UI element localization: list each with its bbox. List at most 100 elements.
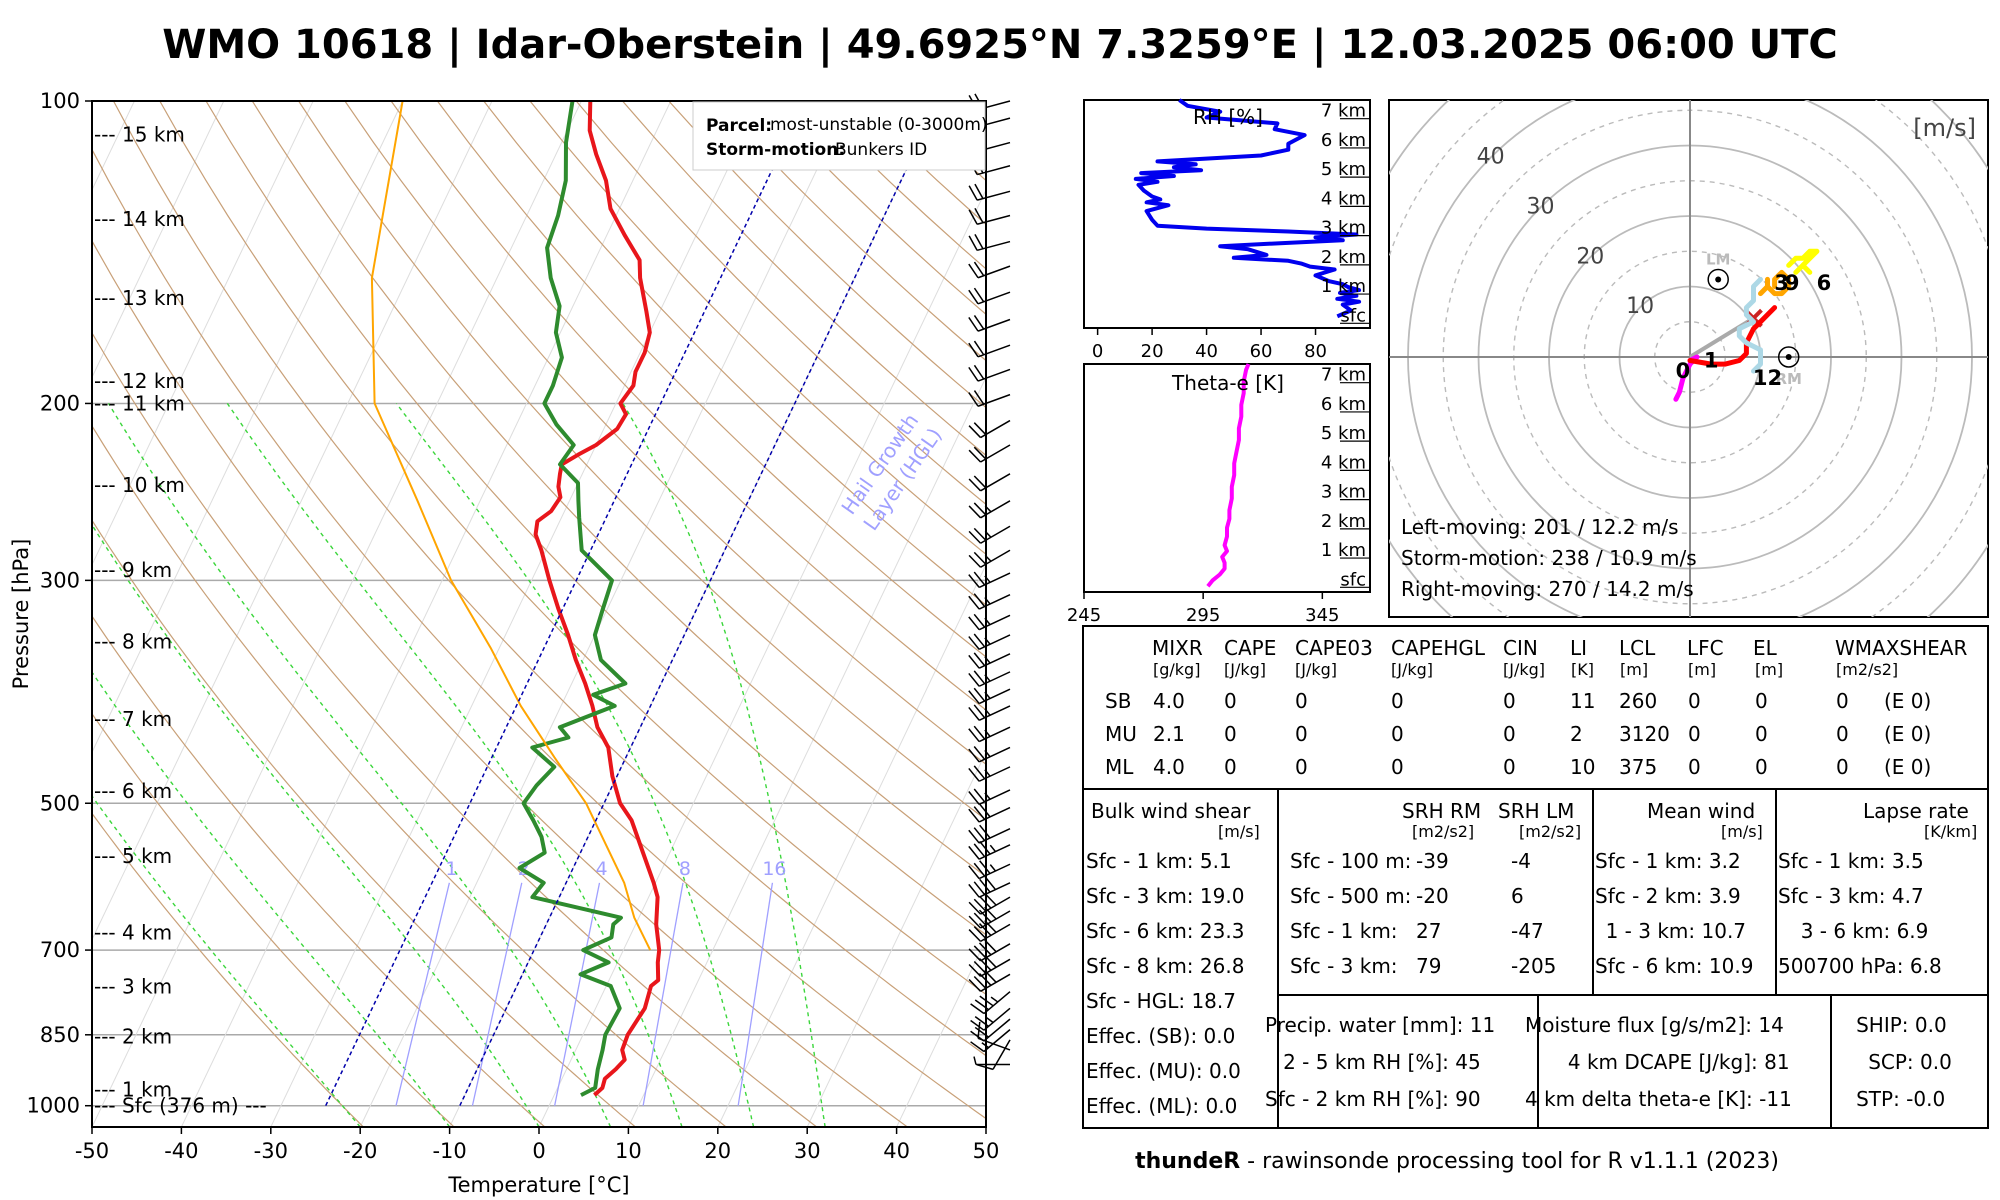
series-parcel-mu- [370,101,652,951]
wind-barb [968,444,1011,463]
barb-feather [973,261,985,277]
barb-half-feather [984,691,991,699]
x-tick-label: 345 [1305,605,1339,626]
srh-rm-unit: [m2/s2] [1412,822,1475,841]
wind-barb [973,1056,1010,1066]
barb-feather [974,207,984,224]
barb-half-feather [984,792,991,800]
wind-barb [968,725,1011,743]
height-label: --- 9 km [94,558,172,582]
srh-row-label: Sfc - 500 m: [1290,884,1412,908]
param-value: 11 [1570,689,1596,713]
barb-feather [973,475,987,489]
x-tick-label: 20 [1141,341,1164,362]
barb-feather [968,616,980,631]
dry-adiabat [92,519,636,1127]
x-axis-label: Temperature [°C] [447,1173,629,1197]
hodograph-panel: 10 20 30 40 LM RM 0 1 3 69 12 [m/s] Left-moving: 201… [1388,99,1989,618]
barb-feather [968,690,980,705]
param-value: (E 0) [1884,689,1932,713]
isotherm-line [92,101,404,754]
barb-feather [974,1026,989,1038]
param-value: 0 [1295,722,1308,746]
storm-marker-ring [1777,346,1800,368]
barb-feather [973,881,986,896]
bulk-shear-row: Sfc - 6 km: 23.3 [1086,919,1245,943]
isotherm-line [180,101,672,1127]
x-tick-label: 20 [704,1139,731,1163]
barb-feather [968,672,980,687]
moist-adiabat [395,402,755,1127]
storm-motion-text: Right-moving: 270 / 14.2 m/s [1401,577,1694,601]
barb-feather [968,767,980,782]
hdr-mixr: MIXR [1152,636,1203,660]
barb-feather [968,808,980,823]
x-tick-label: 30 [794,1139,821,1163]
barb-feather [968,654,980,669]
barb-half-feather [973,1056,977,1065]
wind-barb [968,207,1011,226]
figure-title: WMO 10618 | Idar-Oberstein | 49.6925°N 7… [162,22,1838,69]
isotherm-line [92,101,582,1127]
barb-half-feather [989,864,997,872]
param-value: 0 [1224,689,1237,713]
barb-feather [973,364,985,380]
barb-feather [968,883,980,898]
legend-parcel-label: Parcel: [706,116,772,136]
barb-half-feather [989,844,997,853]
srh-rm-value: -39 [1416,849,1449,873]
barb-feather [973,945,987,959]
hdr-lcl: LCL [1619,636,1656,660]
srh-rm-value: 79 [1416,954,1442,978]
mean-wind-row: Sfc - 6 km: 10.9 [1595,954,1754,978]
unit-wmaxshear: [m2/s2] [1836,660,1899,679]
barb-feather [973,502,987,516]
height-label: --- 12 km [94,369,185,393]
hodo-height-label: 6 [1817,271,1832,295]
dry-adiabat [92,331,818,1127]
wind-barb [968,876,1011,898]
barb-half-feather [984,530,992,538]
barb-feather [973,960,987,974]
wind-barb [968,593,1011,610]
hdr-cin: CIN [1503,636,1538,660]
bulk-shear-row: Sfc - 1 km: 5.1 [1086,849,1232,873]
y-tick-label: 2 km [1321,511,1366,532]
barb-feather [976,1064,994,1071]
param-value: 4.0 [1153,755,1185,779]
barb-half-feather [984,575,991,583]
barb-feather [968,706,980,721]
footer-rest: - rawinsonde processing tool for R v1.1.… [1240,1149,1779,1174]
srh-lm-value: -205 [1511,954,1557,978]
lapse-rate-unit: [K/km] [1924,822,1978,841]
barb-staff [992,1039,1011,1070]
barb-feather [978,909,992,923]
height-label: --- 15 km [94,123,185,147]
dry-adiabat [159,101,986,996]
barb-feather [968,948,982,962]
barb-feather [968,185,978,201]
param-value: 0 [1224,755,1237,779]
y-axis-label: Pressure [hPa] [9,539,33,690]
param-value: 0 [1224,722,1237,746]
param-value: (E 0) [1884,755,1932,779]
wind-barb [968,571,1011,589]
param-value: 0 [1755,755,1768,779]
storm-marker-label: LM [1706,250,1731,268]
barb-feather [973,593,986,607]
barb-feather [968,317,979,332]
lapse-rate-row: Sfc - 3 km: 4.7 [1778,884,1924,908]
wind-barb [968,824,1011,844]
param-value: 0 [1836,689,1849,713]
barb-feather [973,551,987,565]
hodo-trace-1-3km [1687,305,1778,367]
flux-row: Moisture flux [g/s/m2]: 14 [1525,1013,1784,1037]
barb-feather [979,878,991,893]
unit-cape: [J/kg] [1224,660,1267,679]
barb-feather [984,892,997,906]
param-value: 0 [1503,689,1516,713]
panel-title: Theta-e [K] [1171,371,1284,395]
barb-feather [978,895,992,909]
barb-feather [968,595,980,610]
